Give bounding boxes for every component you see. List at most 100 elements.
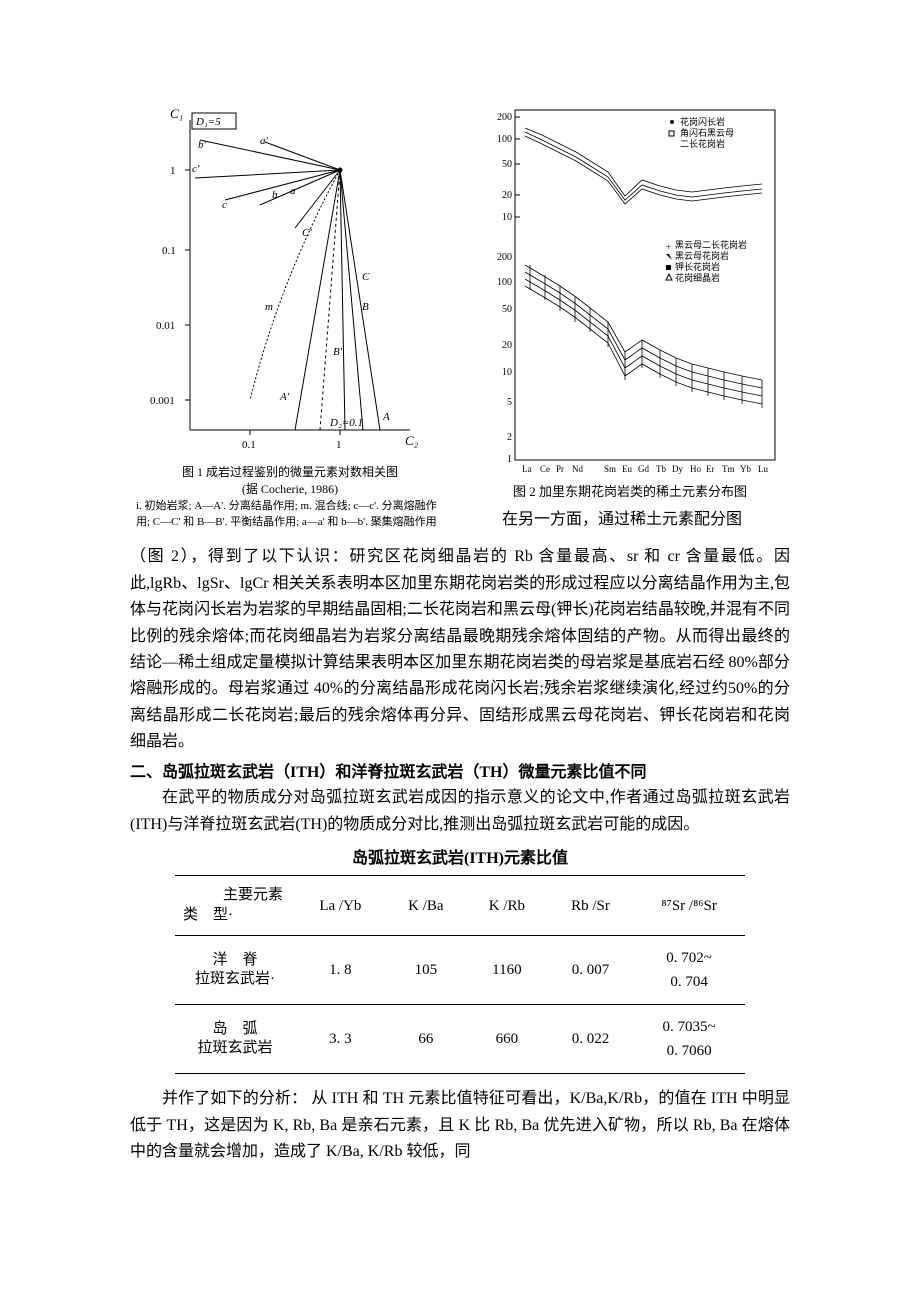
svg-text:黑云母二长花岗岩: 黑云母二长花岗岩 <box>675 239 747 250</box>
cell: 3. 3 <box>295 1005 386 1074</box>
svg-text:+: + <box>666 242 671 252</box>
header-type-sublabel: 类 型· <box>183 906 283 926</box>
svg-text:Yb: Yb <box>740 464 751 474</box>
row1-type-l2: 拉斑玄武岩· <box>183 970 287 990</box>
svg-text:A: A <box>382 411 390 423</box>
svg-text:b': b' <box>198 139 207 151</box>
svg-text:C: C <box>362 271 370 283</box>
svg-text:0.1: 0.1 <box>162 245 176 257</box>
svg-text:5: 5 <box>507 397 512 408</box>
figure-2: 200 100 50 20 10 200 100 50 20 10 <box>470 100 790 532</box>
fig1-caption-src: (据 Cocherie, 1986) <box>130 481 450 498</box>
table-header-row: 主要元素 类 型· La /Yb K /Ba K /Rb Rb /Sr ⁸⁷Sr… <box>175 876 745 936</box>
table-row: 岛 弧 拉斑玄武岩 3. 3 66 660 0. 022 0. 7035~ 0.… <box>175 1005 745 1074</box>
svg-text:La: La <box>522 464 532 474</box>
svg-text:Er: Er <box>706 464 715 474</box>
svg-text:二长花岗岩: 二长花岗岩 <box>680 138 725 149</box>
svg-text:C': C' <box>302 227 312 239</box>
figure-1-detail: i. 初始岩浆; A—A'. 分离结晶作用; m. 混合线; c—c'. 分离熔… <box>130 498 450 531</box>
paragraph-3-block: 并作了如下的分析： 从 ITH 和 TH 元素比值特征可看出，K/Ba,K/Rb… <box>130 1086 790 1165</box>
svg-text:0.001: 0.001 <box>150 395 175 407</box>
cell: 660 <box>466 1005 548 1074</box>
svg-text:c': c' <box>192 163 200 175</box>
cell: 1. 8 <box>295 936 386 1005</box>
svg-text:黑云母花岗岩: 黑云母花岗岩 <box>675 250 729 261</box>
svg-text:50: 50 <box>502 304 512 315</box>
paragraph-2: 在武平的物质成分对岛弧拉斑玄武岩成因的指示意义的论文中,作者通过岛弧拉斑玄武岩(… <box>130 785 790 838</box>
cell: 0. 022 <box>548 1005 634 1074</box>
svg-text:Sm: Sm <box>604 464 616 474</box>
svg-text:花岗细晶岩: 花岗细晶岩 <box>675 272 720 283</box>
svg-text:20: 20 <box>502 340 512 351</box>
svg-text:Ho: Ho <box>690 464 701 474</box>
figures-row: C₁ C₂ D₁=5 1 0.1 0.01 0.001 0.1 1 D₂=0.1 <box>130 100 790 532</box>
col-k-ba: K /Ba <box>386 876 466 936</box>
cell: 0. 7035~ 0. 7060 <box>633 1005 745 1074</box>
svg-text:20: 20 <box>502 190 512 201</box>
svg-text:角闪石黑云母: 角闪石黑云母 <box>680 127 734 138</box>
svg-text:0.1: 0.1 <box>242 439 256 451</box>
cell: 66 <box>386 1005 466 1074</box>
col-la-yb: La /Yb <box>295 876 386 936</box>
row1-type-l1: 洋 脊 <box>183 951 287 971</box>
svg-text:1: 1 <box>170 165 176 177</box>
figure-1: C₁ C₂ D₁=5 1 0.1 0.01 0.001 0.1 1 D₂=0.1 <box>130 100 450 532</box>
svg-text:Dy: Dy <box>672 464 683 474</box>
figure-1-caption: 图 1 成岩过程鉴别的微量元素对数相关图 (据 Cocherie, 1986) <box>130 464 450 498</box>
svg-text:100: 100 <box>497 277 512 288</box>
svg-text:A': A' <box>279 391 290 403</box>
cell: 105 <box>386 936 466 1005</box>
svg-text:Lu: Lu <box>758 464 768 474</box>
svg-text:a: a <box>290 185 296 197</box>
svg-text:50: 50 <box>502 159 512 170</box>
svg-text:200: 200 <box>497 112 512 123</box>
svg-text:10: 10 <box>502 367 512 378</box>
svg-text:B: B <box>362 301 369 313</box>
paragraph-1: （图 2），得到了以下认识：研究区花岗细晶岩的 Rb 含量最高、sr 和 cr … <box>130 544 790 755</box>
table-title: 岛弧拉斑玄武岩(ITH)元素比值 <box>130 846 790 872</box>
svg-text:10: 10 <box>502 212 512 223</box>
svg-text:m: m <box>265 301 273 313</box>
fig1-caption-main: 图 1 成岩过程鉴别的微量元素对数相关图 <box>130 464 450 481</box>
svg-text:c: c <box>222 199 227 211</box>
svg-text:b: b <box>272 189 278 201</box>
svg-text:花岗闪长岩: 花岗闪长岩 <box>680 116 725 127</box>
cell: 0. 702~ 0. 704 <box>633 936 745 1005</box>
svg-text:100: 100 <box>497 134 512 145</box>
cell: 0. 007 <box>548 936 634 1005</box>
figure-1-svg: C₁ C₂ D₁=5 1 0.1 0.01 0.001 0.1 1 D₂=0.1 <box>130 100 430 460</box>
svg-text:B': B' <box>333 346 343 358</box>
svg-text:钾长花岗岩: 钾长花岗岩 <box>675 261 720 272</box>
svg-text:C₁: C₁ <box>170 106 183 121</box>
svg-text:2: 2 <box>507 432 512 443</box>
svg-text:Tm: Tm <box>722 464 735 474</box>
svg-text:Eu: Eu <box>622 464 632 474</box>
header-type-label: 主要元素 <box>183 886 283 906</box>
cell: 1160 <box>466 936 548 1005</box>
svg-text:Nd: Nd <box>572 464 583 474</box>
figure-2-svg: 200 100 50 20 10 200 100 50 20 10 <box>470 100 790 480</box>
svg-text:Gd: Gd <box>638 464 649 474</box>
paragraph-2-block: 在武平的物质成分对岛弧拉斑玄武岩成因的指示意义的论文中,作者通过岛弧拉斑玄武岩(… <box>130 785 790 838</box>
figure-2-caption: 图 2 加里东期花岗岩类的稀土元素分布图 <box>470 482 790 503</box>
paragraph-3: 并作了如下的分析： 从 ITH 和 TH 元素比值特征可看出，K/Ba,K/Rb… <box>130 1086 790 1165</box>
ratio-table: 主要元素 类 型· La /Yb K /Ba K /Rb Rb /Sr ⁸⁷Sr… <box>175 875 745 1074</box>
svg-text:1: 1 <box>507 454 512 465</box>
col-rb-sr: Rb /Sr <box>548 876 634 936</box>
svg-text:Pr: Pr <box>556 464 564 474</box>
row2-type-l1: 岛 弧 <box>183 1020 287 1040</box>
svg-text:1: 1 <box>336 439 342 451</box>
svg-text:200: 200 <box>497 252 512 263</box>
svg-text:0.01: 0.01 <box>156 320 175 332</box>
svg-text:Tb: Tb <box>656 464 666 474</box>
svg-text:D₁=5: D₁=5 <box>195 116 221 128</box>
intro-lead: 在另一方面，通过稀土元素配分图 <box>470 507 790 533</box>
paragraph-1-block: （图 2），得到了以下认识：研究区花岗细晶岩的 Rb 含量最高、sr 和 cr … <box>130 544 790 755</box>
svg-text:D₂=0.1: D₂=0.1 <box>329 417 363 429</box>
table-row: 洋 脊 拉斑玄武岩· 1. 8 105 1160 0. 007 0. 702~ … <box>175 936 745 1005</box>
svg-text:Ce: Ce <box>540 464 550 474</box>
svg-text:C₂: C₂ <box>405 433 419 448</box>
svg-text:a': a' <box>260 135 269 147</box>
section-2-heading: 二、岛弧拉斑玄武岩（ITH）和洋脊拉斑玄武岩（TH）微量元素比值不同 <box>130 760 790 786</box>
col-sr-sr: ⁸⁷Sr /⁸⁶Sr <box>633 876 745 936</box>
